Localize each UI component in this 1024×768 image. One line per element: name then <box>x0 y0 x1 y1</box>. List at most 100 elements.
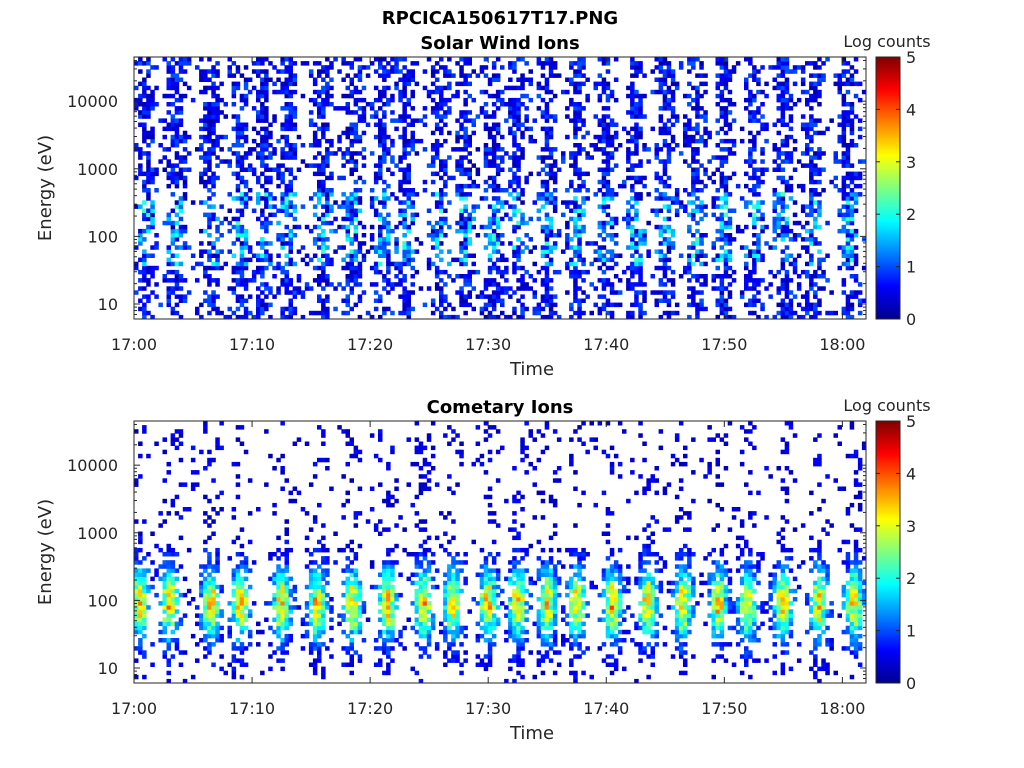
heatmap-cell <box>683 265 688 271</box>
heatmap-cell <box>601 302 607 308</box>
heatmap-cell <box>719 93 725 99</box>
heatmap-cell <box>341 265 346 271</box>
heatmap-cell <box>211 73 216 78</box>
heatmap-cell <box>573 274 578 279</box>
heatmap-cell <box>386 253 391 258</box>
x-tick-label: 18:00 <box>819 335 865 354</box>
heatmap-cell <box>491 204 497 209</box>
heatmap-cell <box>239 560 245 565</box>
heatmap-cell <box>378 57 383 62</box>
heatmap-cell <box>410 188 415 193</box>
heatmap-cell <box>467 81 472 87</box>
heatmap-cell <box>723 159 729 164</box>
heatmap-cell <box>792 310 798 316</box>
heatmap-cell <box>748 159 753 164</box>
heatmap-cell <box>215 609 220 614</box>
heatmap-cell <box>321 85 326 91</box>
heatmap-cell <box>617 143 623 148</box>
heatmap-cell <box>439 57 444 62</box>
heatmap-cell <box>357 138 363 144</box>
heatmap-cell <box>134 621 139 627</box>
heatmap-cell <box>239 143 245 148</box>
x-tick-label: 17:10 <box>229 335 275 354</box>
heatmap-cell <box>264 286 269 291</box>
heatmap-cell <box>520 241 525 246</box>
heatmap-cell <box>638 134 643 140</box>
heatmap-cell <box>321 134 326 140</box>
heatmap-cell <box>638 192 643 197</box>
heatmap-cell <box>748 278 753 283</box>
heatmap-cell <box>634 208 639 213</box>
heatmap-cell <box>500 298 505 303</box>
heatmap-cell <box>845 233 851 238</box>
heatmap-cell <box>284 57 289 62</box>
heatmap-cell <box>715 57 720 62</box>
heatmap-cell <box>325 188 330 193</box>
heatmap-cell <box>642 114 647 119</box>
heatmap-cell <box>813 179 818 185</box>
heatmap-cell <box>577 118 582 123</box>
heatmap-cell <box>695 93 700 99</box>
heatmap-cell <box>634 65 639 70</box>
heatmap-cell <box>211 290 216 295</box>
heatmap-cell <box>813 220 818 226</box>
heatmap-cell <box>207 106 212 111</box>
heatmap-cell <box>601 89 607 95</box>
heatmap-cell <box>178 564 184 569</box>
heatmap-cell <box>231 241 237 246</box>
heatmap-cell <box>585 130 590 136</box>
heatmap-cell <box>605 134 611 140</box>
heatmap-cell <box>414 269 420 275</box>
heatmap-cell <box>398 188 403 193</box>
heatmap-cell <box>500 167 505 172</box>
heatmap-cell <box>687 224 692 230</box>
heatmap-cell <box>207 457 212 463</box>
heatmap-cell <box>207 498 212 504</box>
heatmap-cell <box>508 61 513 66</box>
heatmap-cell <box>520 306 525 312</box>
heatmap-cell <box>516 179 521 185</box>
heatmap-cell <box>719 57 725 62</box>
heatmap-cell <box>150 290 155 295</box>
heatmap-cell <box>325 93 330 99</box>
heatmap-cell <box>138 621 143 627</box>
heatmap-cell <box>203 134 208 140</box>
heatmap-cell <box>719 196 725 201</box>
heatmap-cell <box>573 81 578 87</box>
heatmap-cell <box>166 220 171 226</box>
heatmap-cell <box>756 253 761 258</box>
heatmap-cell <box>422 114 428 119</box>
heatmap-cell <box>317 278 322 283</box>
heatmap-cell <box>512 65 517 70</box>
heatmap-cell <box>495 188 501 193</box>
heatmap-cell <box>235 576 241 582</box>
heatmap-cell <box>471 224 476 230</box>
heatmap-cell <box>748 93 753 99</box>
heatmap-cell <box>227 662 232 667</box>
heatmap-cell <box>605 155 611 160</box>
heatmap-cell <box>272 81 277 87</box>
heatmap-cell <box>524 61 529 66</box>
heatmap-cell <box>215 265 220 271</box>
heatmap-cell <box>516 245 521 250</box>
heatmap-cell <box>711 204 716 209</box>
heatmap-cell <box>439 118 444 123</box>
heatmap-cell <box>569 261 574 267</box>
heatmap-cell <box>471 118 476 123</box>
heatmap-cell <box>219 633 224 639</box>
heatmap-cell <box>841 192 847 197</box>
heatmap-cell <box>666 257 672 263</box>
heatmap-cell <box>577 253 582 258</box>
heatmap-cell <box>638 102 643 107</box>
x-tick-label: 17:00 <box>111 335 157 354</box>
heatmap-cell <box>776 212 781 218</box>
heatmap-cell <box>288 126 293 132</box>
heatmap-cell <box>516 97 521 103</box>
heatmap-cell <box>809 147 814 152</box>
heatmap-cell <box>199 118 204 123</box>
heatmap-cell <box>349 208 354 213</box>
heatmap-cell <box>260 196 265 201</box>
heatmap-cell <box>833 73 838 78</box>
heatmap-cell <box>817 65 822 70</box>
heatmap-cell <box>841 179 847 185</box>
